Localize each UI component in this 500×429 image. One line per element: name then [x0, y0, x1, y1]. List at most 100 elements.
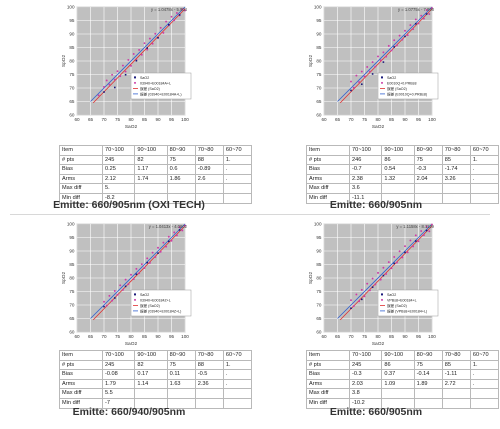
chart-svg: 60 65 70 75 80 85 90 95 100 60 65 70 75 80 85 90 95 100 Sa…: [308, 5, 439, 130]
y-tick-label: 100: [314, 5, 322, 10]
table-row: Arms 2.38 1.32 2.04 3.26.: [306, 173, 500, 185]
legend-label: 誤差 (03940+E00184Z+L): [140, 308, 181, 313]
x-tick-label: 75: [115, 334, 121, 339]
data-point-sao2: [114, 297, 116, 299]
table-cell: 85: [441, 359, 471, 371]
data-point-device: [422, 234, 425, 237]
data-point-device: [414, 234, 417, 237]
y-tick-label: 65: [69, 316, 75, 321]
y-tick-label: 95: [316, 235, 322, 240]
x-tick-label: 65: [88, 117, 94, 122]
table-header-cell: 60~70: [222, 145, 253, 156]
table-cell: 82: [134, 154, 168, 166]
data-point-device: [184, 9, 186, 12]
x-tick-label: 95: [416, 334, 422, 339]
data-point-device: [398, 250, 401, 253]
data-point-device: [105, 304, 108, 307]
data-point-device: [111, 73, 114, 76]
legend-marker-device: [381, 298, 383, 301]
data-point-device: [363, 295, 366, 298]
y-tick-label: 75: [69, 289, 75, 294]
data-point-device: [368, 70, 371, 73]
y-axis-label: SpO2: [308, 55, 314, 68]
data-point-device: [178, 226, 181, 229]
table-cell: # pts: [306, 359, 350, 371]
legend-marker-sao2: [381, 293, 383, 296]
fit-equation: y = 1.1158x - 8.1129: [396, 224, 434, 229]
data-point-sao2: [404, 251, 406, 254]
y-tick-label: 90: [69, 249, 75, 254]
table-cell: 85: [441, 154, 471, 166]
table-cell: 1.79: [101, 378, 136, 390]
y-tick-label: 65: [69, 99, 75, 104]
table-cell: .: [222, 378, 253, 390]
table-cell: [469, 397, 500, 409]
legend-label: 誤差 (E0010Q+0.PRBs8): [387, 91, 427, 96]
table-cell: .: [469, 378, 500, 390]
data-point-device: [154, 255, 157, 258]
y-tick-label: 85: [316, 45, 322, 50]
data-point-device: [119, 75, 122, 78]
data-point-device: [143, 42, 146, 45]
data-point-device: [170, 15, 173, 18]
data-point-device: [431, 223, 433, 226]
table-cell: 0.17: [134, 369, 168, 380]
data-point-device: [368, 289, 371, 292]
table-row: Max diff 3.8: [306, 388, 500, 399]
table-cell: .: [469, 369, 500, 380]
data-point-device: [401, 256, 404, 259]
data-point-device: [366, 282, 369, 285]
x-tick-label: 95: [169, 117, 175, 122]
data-point-device: [108, 83, 111, 86]
table-cell: [381, 388, 415, 399]
caption: Emitte: 660/905nm (OXI TECH): [53, 199, 205, 211]
x-tick-label: 80: [128, 117, 134, 122]
table-cell: 1.: [222, 359, 253, 371]
stats-table: Item 70~100 90~100 80~90 70~80 60~70 # pts 245 8…: [59, 145, 253, 204]
y-tick-label: 60: [69, 113, 75, 118]
table-cell: [381, 397, 415, 409]
x-tick-label: 70: [348, 334, 354, 339]
data-point-device: [175, 11, 178, 14]
table-header-cell: 90~100: [381, 350, 415, 361]
legend-label: 03940+E00184Z+L: [140, 298, 171, 302]
data-point-device: [371, 61, 374, 64]
data-point-sao2: [124, 73, 127, 76]
table-cell: [441, 388, 471, 399]
table-header-cell: 90~100: [134, 350, 168, 361]
y-tick-label: 80: [316, 276, 322, 281]
x-tick-label: 80: [128, 334, 134, 339]
stats-table: Item 70~100 90~100 80~90 70~80 60~70 # pts 246 8…: [306, 145, 500, 204]
table-header-cell: 60~70: [469, 350, 500, 361]
data-point-device: [420, 14, 423, 17]
table-header-cell: 70~100: [101, 350, 136, 361]
legend-label: 03940+E00184A+L: [140, 81, 171, 85]
x-tick-label: 75: [362, 117, 368, 122]
x-tick-label: 60: [321, 117, 327, 122]
data-point-device: [406, 34, 409, 37]
table-cell: # pts: [306, 154, 350, 166]
data-point-device: [154, 32, 157, 35]
data-point-device: [132, 278, 135, 281]
data-point-device: [395, 44, 398, 47]
data-point-device: [404, 245, 406, 248]
table-header-cell: Item: [306, 145, 350, 156]
data-point-device: [390, 49, 393, 52]
legend-label: 誤差 (SaO2): [387, 303, 407, 308]
data-point-device: [165, 20, 168, 23]
table-header-row: Item 70~100 90~100 80~90 70~80 60~70: [59, 350, 253, 361]
x-tick-label: 85: [389, 334, 395, 339]
data-point-device: [358, 81, 361, 84]
table-cell: 1.14: [134, 378, 168, 390]
data-point-device: [121, 288, 124, 291]
y-tick-label: 60: [316, 330, 322, 335]
chart-svg: 60 65 70 75 80 85 90 95 100 60 65 70 75 80 85 90 95 100 Sa…: [61, 222, 192, 347]
data-point-device: [146, 48, 149, 51]
scatter-chart: 60 65 70 75 80 85 90 95 100 60 65 70 75 80 85 90 95 100 Sa…: [252, 217, 500, 361]
data-point-device: [431, 7, 433, 10]
y-tick-label: 75: [316, 72, 322, 77]
legend-label: 誤差 (SaO2): [387, 86, 407, 91]
data-point-device: [146, 257, 149, 260]
y-tick-label: 90: [69, 32, 75, 37]
fit-equation: y = 1.0413x - 4.0802: [149, 224, 188, 229]
